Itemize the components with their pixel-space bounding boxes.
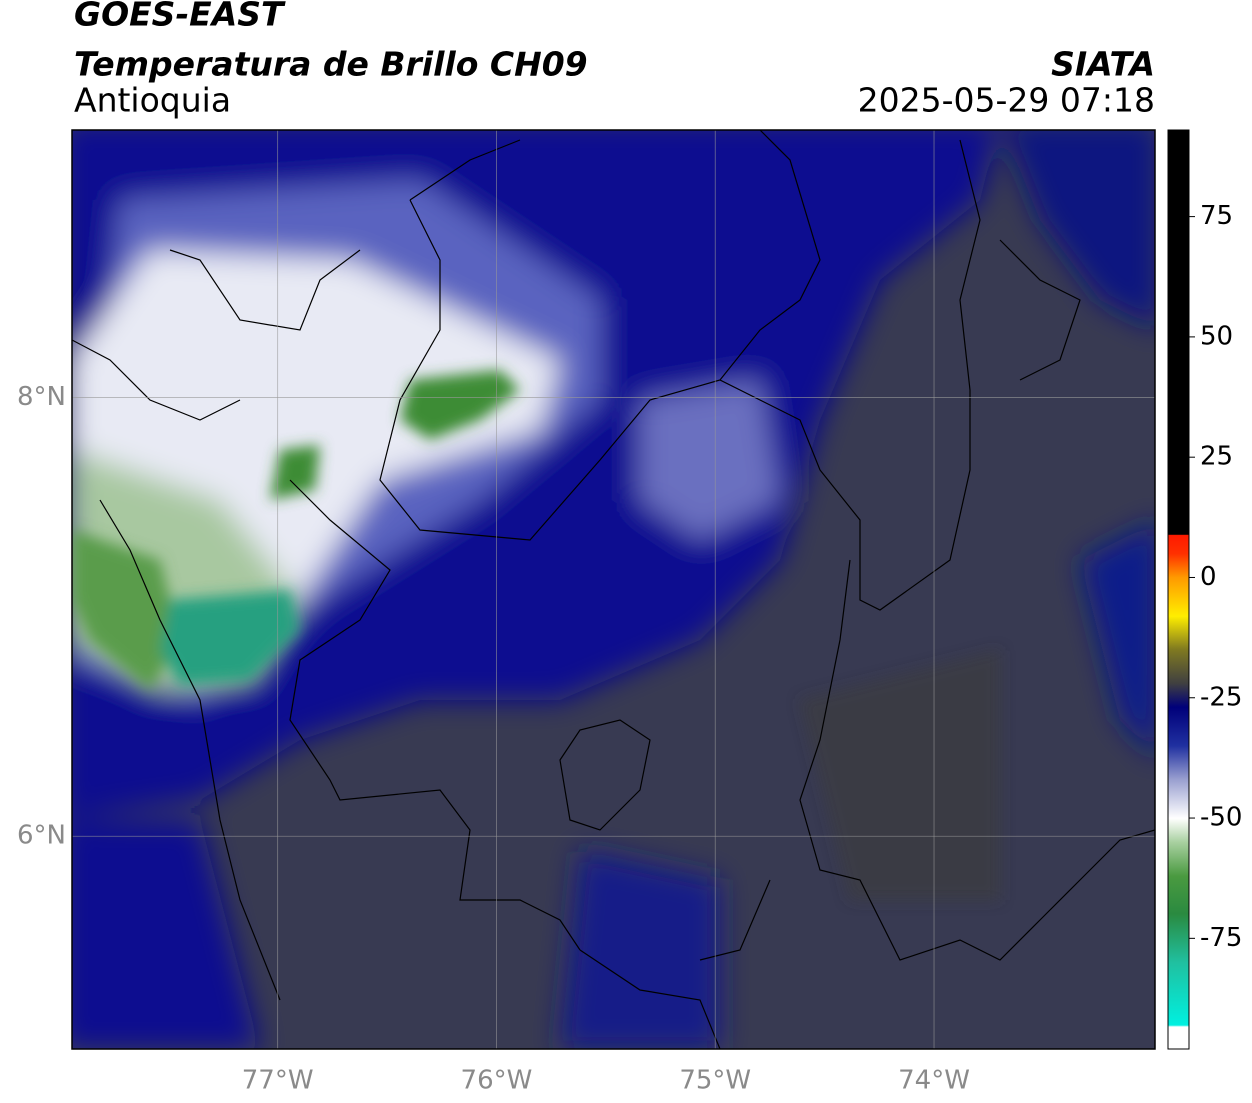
map-image [72,130,1155,1049]
colorbar-tick-label: 25 [1200,442,1233,472]
lon-label: 75°W [679,1066,751,1096]
colorbar-tick-label: 50 [1200,321,1233,351]
source: SIATA [1051,45,1155,84]
colorbar-tick-label: 0 [1200,562,1217,592]
lon-label: 77°W [242,1066,314,1096]
colorbar-tick-label: -50 [1200,803,1242,833]
lon-label: 74°W [898,1066,970,1096]
lon-label: 76°W [461,1066,533,1096]
subtitle: Temperatura de Brillo CH09 [74,45,588,84]
region: Antioquia [74,81,231,120]
lat-label: 8°N [17,382,66,412]
colorbar-tick-label: -75 [1200,923,1242,953]
lat-label: 6°N [17,821,66,851]
datetime: 2025-05-29 07:18 [858,81,1155,120]
colorbar-tick-label: -25 [1200,682,1242,712]
colorbar [1167,129,1190,1050]
title: GOES-EAST [74,0,286,34]
colorbar-tick-label: 75 [1200,201,1233,231]
map-frame [71,129,1156,1050]
graticule [72,130,1155,1049]
